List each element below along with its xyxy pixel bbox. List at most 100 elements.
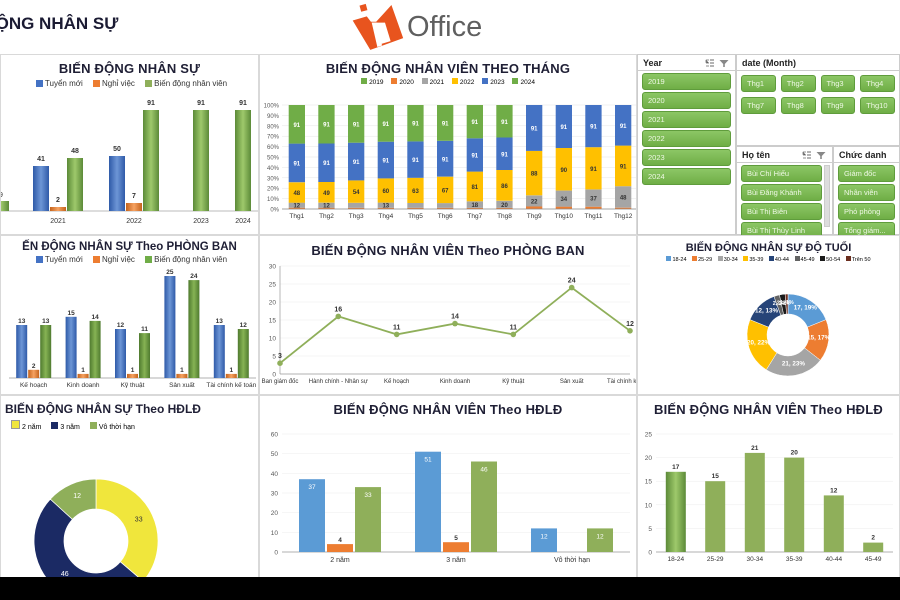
svg-text:20: 20	[791, 450, 799, 457]
svg-text:91: 91	[323, 123, 330, 129]
svg-text:50: 50	[271, 451, 279, 458]
svg-text:50%: 50%	[267, 156, 280, 162]
svg-text:10: 10	[269, 336, 277, 343]
svg-text:2021: 2021	[50, 218, 66, 225]
svg-text:Thg9: Thg9	[527, 213, 542, 220]
svg-text:91: 91	[239, 100, 247, 107]
svg-text:91: 91	[471, 120, 478, 126]
svg-text:60: 60	[271, 432, 279, 439]
svg-text:Thg8: Thg8	[497, 213, 512, 220]
svg-text:2024: 2024	[235, 218, 251, 225]
svg-text:33: 33	[135, 516, 143, 523]
svg-text:91: 91	[323, 161, 330, 167]
svg-text:24: 24	[190, 273, 198, 280]
svg-text:14: 14	[451, 314, 459, 321]
svg-text:10: 10	[645, 502, 653, 509]
svg-text:60: 60	[382, 189, 389, 195]
svg-text:24: 24	[568, 278, 576, 285]
svg-text:17, 19%: 17, 19%	[794, 304, 818, 311]
svg-text:Kế hoạch: Kế hoạch	[384, 379, 409, 385]
svg-text:91: 91	[590, 167, 597, 173]
svg-text:2022: 2022	[126, 218, 142, 225]
svg-text:70%: 70%	[267, 135, 280, 141]
svg-text:3: 3	[278, 353, 282, 360]
svg-text:1: 1	[229, 367, 233, 374]
svg-text:2: 2	[32, 363, 36, 370]
svg-text:51: 51	[424, 457, 432, 464]
svg-text:91: 91	[501, 152, 508, 158]
svg-text:91: 91	[620, 124, 627, 130]
svg-text:41: 41	[37, 156, 45, 163]
svg-text:Hành chính - Nhân sự: Hành chính - Nhân sự	[309, 379, 368, 385]
svg-text:5: 5	[454, 535, 458, 542]
svg-text:25-29: 25-29	[707, 556, 724, 563]
svg-text:34: 34	[560, 197, 567, 203]
svg-text:10%: 10%	[267, 197, 280, 203]
svg-text:60%: 60%	[267, 145, 280, 151]
svg-text:40%: 40%	[267, 166, 280, 172]
svg-text:91: 91	[471, 154, 478, 160]
svg-text:13: 13	[216, 318, 224, 325]
svg-text:49: 49	[323, 191, 330, 197]
svg-text:15: 15	[269, 318, 277, 325]
svg-text:Kế hoạch: Kế hoạch	[20, 380, 48, 388]
svg-text:50: 50	[113, 146, 121, 153]
svg-text:91: 91	[412, 122, 419, 128]
svg-text:Vô thời hạn: Vô thời hạn	[554, 557, 590, 564]
svg-text:4: 4	[338, 537, 342, 544]
svg-text:0: 0	[274, 550, 278, 557]
svg-text:20: 20	[501, 203, 508, 209]
svg-text:12: 12	[830, 487, 838, 494]
svg-text:100%: 100%	[264, 104, 280, 110]
svg-text:3 năm: 3 năm	[446, 557, 466, 564]
svg-text:20, 22%: 20, 22%	[747, 340, 771, 347]
svg-text:2 năm: 2 năm	[330, 557, 350, 564]
svg-text:90%: 90%	[267, 114, 280, 120]
svg-text:Tài chính kế toán: Tài chính kế toán	[206, 380, 256, 388]
svg-text:80%: 80%	[267, 124, 280, 130]
svg-text:25: 25	[645, 432, 653, 439]
svg-text:37: 37	[308, 484, 316, 491]
svg-text:12: 12	[73, 493, 81, 500]
svg-text:48: 48	[71, 148, 79, 155]
svg-text:11: 11	[393, 324, 401, 331]
svg-text:91: 91	[590, 125, 597, 131]
svg-text:Thg12: Thg12	[614, 213, 633, 220]
svg-text:18: 18	[471, 203, 478, 209]
svg-text:12: 12	[626, 321, 634, 328]
svg-text:91: 91	[147, 100, 155, 107]
svg-text:Thg7: Thg7	[467, 213, 482, 220]
svg-text:20: 20	[269, 300, 277, 307]
svg-text:18-24: 18-24	[667, 556, 684, 563]
svg-text:12: 12	[240, 322, 248, 329]
svg-text:2: 2	[56, 197, 60, 204]
svg-text:1: 1	[81, 367, 85, 374]
svg-text:Kỹ thuật: Kỹ thuật	[121, 382, 145, 388]
svg-text:22: 22	[531, 199, 538, 205]
svg-text:37: 37	[590, 197, 597, 203]
svg-text:7: 7	[132, 193, 136, 200]
svg-text:25: 25	[269, 282, 277, 289]
svg-text:91: 91	[442, 121, 449, 127]
svg-text:88: 88	[531, 172, 538, 178]
svg-text:15: 15	[67, 310, 75, 317]
svg-text:91: 91	[560, 125, 567, 131]
svg-text:0: 0	[648, 550, 652, 557]
svg-text:30%: 30%	[267, 176, 280, 182]
svg-text:20: 20	[645, 455, 653, 462]
svg-text:15: 15	[645, 479, 653, 486]
svg-text:Ban giám đốc: Ban giám đốc	[262, 379, 299, 385]
svg-text:30: 30	[269, 264, 277, 271]
svg-text:91: 91	[293, 123, 300, 129]
svg-text:86: 86	[501, 184, 508, 190]
svg-text:67: 67	[442, 188, 449, 194]
svg-text:Thg11: Thg11	[585, 213, 603, 220]
svg-text:48: 48	[293, 191, 300, 197]
svg-text:35-39: 35-39	[786, 556, 803, 563]
svg-text:30-34: 30-34	[746, 556, 763, 563]
svg-text:0%: 0%	[270, 208, 279, 214]
svg-text:33: 33	[364, 492, 372, 499]
svg-text:1: 1	[131, 367, 135, 374]
svg-text:Thg5: Thg5	[408, 213, 423, 220]
svg-text:Thg10: Thg10	[555, 213, 574, 220]
